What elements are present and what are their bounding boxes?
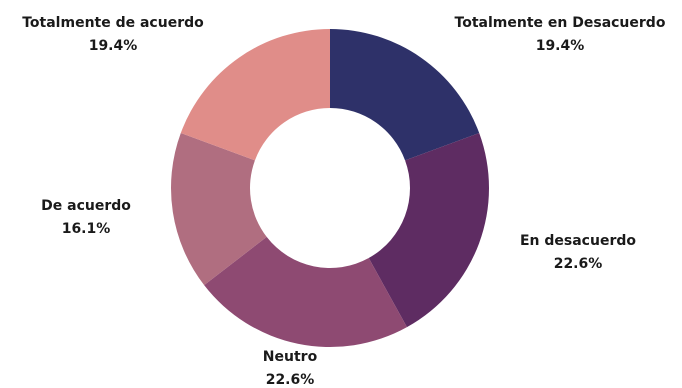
slice-neutro (204, 236, 407, 347)
slice-value-label: 22.6% (266, 372, 315, 388)
slice-totalmente-en-desacuerdo (330, 29, 480, 161)
slice-de-acuerdo (170, 133, 267, 286)
slice-value-label: 16.1% (62, 221, 111, 237)
slice-name-label: Totalmente de acuerdo (22, 15, 204, 31)
slice-en-desacuerdo (368, 133, 489, 328)
slice-name-label: Totalmente en Desacuerdo (455, 15, 666, 31)
slice-labels: Totalmente en Desacuerdo 19.4% En desacuer… (22, 15, 666, 388)
slice-totalmente-de-acuerdo (180, 29, 330, 161)
slice-name-label: Neutro (263, 349, 318, 365)
slice-name-label: De acuerdo (41, 198, 131, 214)
slice-name-label: En desacuerdo (520, 233, 636, 249)
slice-value-label: 19.4% (536, 38, 585, 54)
slice-value-label: 22.6% (554, 256, 603, 272)
donut-slices (170, 29, 489, 347)
slice-value-label: 19.4% (89, 38, 138, 54)
